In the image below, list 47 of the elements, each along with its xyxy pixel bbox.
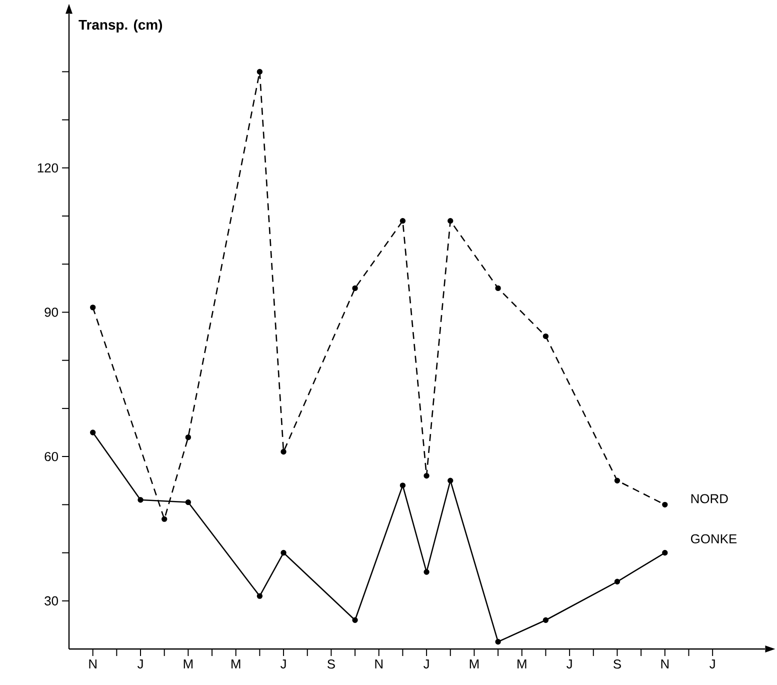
point [448, 478, 454, 484]
point [90, 304, 96, 310]
point [256, 593, 263, 599]
x-tick-label: J [280, 659, 286, 669]
point [185, 499, 192, 506]
point [256, 68, 263, 75]
x-tick-label: M [232, 659, 240, 668]
y-axis-title: Transp. (cm) [78, 19, 162, 32]
point [614, 578, 620, 584]
point [352, 285, 358, 292]
point [424, 472, 430, 479]
series-label: NORD [691, 494, 728, 504]
point [280, 550, 286, 556]
x-tick-label: M [184, 659, 193, 668]
point [280, 448, 286, 455]
point [400, 218, 406, 224]
point [495, 638, 501, 645]
y-tick-label: 60 [44, 452, 58, 462]
x-tick-label: J [137, 659, 143, 669]
point [90, 430, 96, 436]
point [542, 617, 549, 623]
point [448, 218, 454, 224]
x-tick-label: S [327, 659, 335, 669]
y-tick-label: 30 [44, 596, 58, 606]
point [400, 482, 406, 488]
y-tick-label: 120 [38, 163, 58, 173]
y-tick-label: 90 [44, 308, 58, 317]
point [352, 617, 358, 623]
point [495, 285, 501, 292]
point [614, 478, 620, 484]
point [542, 333, 549, 340]
x-tick-label: J [566, 659, 572, 669]
x-tick-label: J [424, 659, 429, 669]
point [424, 569, 430, 575]
point [185, 434, 192, 440]
point [662, 550, 668, 556]
x-tick-label: S [614, 659, 621, 669]
x-tick-label: J [710, 659, 715, 669]
x-tick-label: M [518, 659, 526, 668]
point [162, 516, 168, 522]
series-label: GONKE [690, 534, 737, 544]
point [138, 497, 144, 503]
x-tick-label: M [470, 659, 479, 668]
point [662, 502, 668, 508]
x-tick-label: N [89, 659, 96, 668]
x-tick-label: N [661, 659, 669, 668]
x-tick-label: N [375, 659, 382, 668]
